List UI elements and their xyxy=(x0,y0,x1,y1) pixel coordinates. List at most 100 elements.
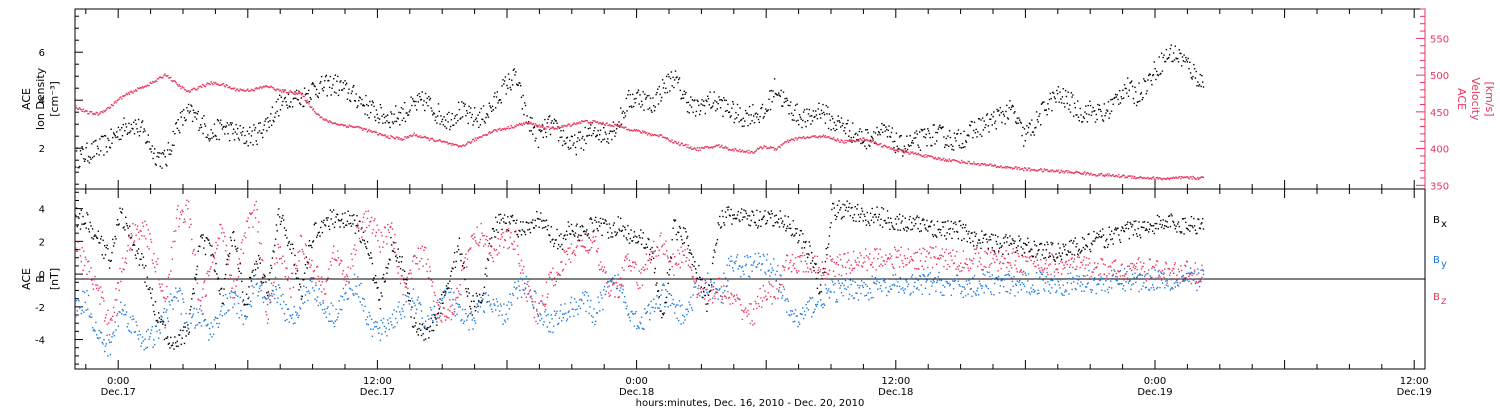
density-point xyxy=(172,130,174,133)
velocity-point xyxy=(368,128,370,131)
by-point xyxy=(204,319,206,321)
bz-point xyxy=(446,316,448,319)
velocity-point xyxy=(780,144,782,146)
density-point xyxy=(833,121,835,124)
density-point xyxy=(316,95,319,97)
bz-point xyxy=(92,288,95,290)
velocity-point xyxy=(285,91,288,94)
velocity-point xyxy=(727,149,730,151)
density-point xyxy=(461,116,464,118)
velocity-point xyxy=(140,87,143,89)
velocity-point xyxy=(629,129,631,132)
bz-point xyxy=(331,257,333,259)
b-tick-label: 0 xyxy=(39,270,45,281)
bz-point xyxy=(541,300,543,302)
density-point xyxy=(306,102,308,104)
density-point xyxy=(951,148,953,151)
density-point xyxy=(736,103,739,106)
by-point xyxy=(1083,290,1085,292)
velocity-point xyxy=(265,85,267,87)
by-point xyxy=(654,307,656,309)
density-point xyxy=(260,132,262,134)
density-point xyxy=(85,147,87,149)
by-point xyxy=(457,303,459,305)
density-point xyxy=(109,147,112,149)
density-point xyxy=(378,121,380,124)
by-point xyxy=(676,317,678,319)
velocity-point xyxy=(260,86,262,88)
density-point xyxy=(440,115,442,117)
by-point xyxy=(550,314,552,316)
by-point xyxy=(399,313,402,316)
by-point xyxy=(308,290,310,292)
by-point xyxy=(1198,272,1200,274)
density-point xyxy=(356,106,358,109)
by-point xyxy=(769,275,771,277)
velocity-point xyxy=(1184,176,1187,179)
velocity-point xyxy=(1070,171,1072,173)
by-point xyxy=(386,335,388,337)
density-point xyxy=(1073,102,1076,104)
by-point xyxy=(365,319,367,321)
by-point xyxy=(333,325,336,328)
density-point xyxy=(507,87,509,89)
time-tick-label: 0:00 xyxy=(1144,376,1166,387)
density-point xyxy=(244,134,246,137)
density-point xyxy=(693,100,695,102)
density-point xyxy=(981,117,984,119)
density-point xyxy=(852,122,854,124)
by-point xyxy=(774,273,777,276)
by-point xyxy=(387,322,390,324)
velocity-point xyxy=(598,122,601,124)
by-point xyxy=(622,288,624,291)
velocity-point xyxy=(729,149,731,151)
velocity-point xyxy=(1118,174,1120,176)
by-point xyxy=(252,292,254,295)
velocity-point xyxy=(116,100,118,102)
density-point xyxy=(462,102,465,104)
velocity-point xyxy=(512,127,514,129)
bz-point xyxy=(407,287,409,289)
by-point xyxy=(553,310,556,312)
velocity-point xyxy=(748,149,750,152)
velocity-point xyxy=(1167,177,1170,180)
by-point xyxy=(97,337,99,340)
by-point xyxy=(453,291,455,294)
density-point xyxy=(1085,105,1087,107)
density-point xyxy=(325,74,328,77)
bz-point xyxy=(595,236,597,238)
by-point xyxy=(228,309,230,311)
velocity-point xyxy=(164,73,166,75)
velocity-point xyxy=(1181,176,1183,178)
density-point xyxy=(652,97,654,99)
density-point xyxy=(411,104,413,107)
by-point xyxy=(168,301,170,303)
by-point xyxy=(178,290,180,292)
bz-point xyxy=(530,295,532,297)
density-point xyxy=(514,74,516,76)
by-point xyxy=(303,285,305,287)
by-point xyxy=(1138,290,1140,293)
velocity-point xyxy=(86,110,88,112)
by-point xyxy=(552,331,554,334)
density-point xyxy=(807,120,809,122)
density-point xyxy=(156,155,158,158)
density-point xyxy=(298,90,300,92)
by-point xyxy=(1032,288,1035,291)
velocity-point xyxy=(417,136,419,138)
by-point xyxy=(1094,278,1097,280)
density-point xyxy=(196,113,199,115)
velocity-point xyxy=(276,88,278,90)
velocity-point xyxy=(438,139,440,142)
density-point xyxy=(1098,104,1101,106)
bz-point xyxy=(409,269,411,271)
density-point xyxy=(916,133,918,135)
density-point xyxy=(797,119,799,122)
velocity-point xyxy=(858,140,860,142)
by-point xyxy=(726,264,728,266)
bz-point xyxy=(181,209,183,211)
density-point xyxy=(435,116,437,118)
density-point xyxy=(1074,106,1076,109)
by-point xyxy=(202,313,204,315)
by-point xyxy=(621,292,623,294)
